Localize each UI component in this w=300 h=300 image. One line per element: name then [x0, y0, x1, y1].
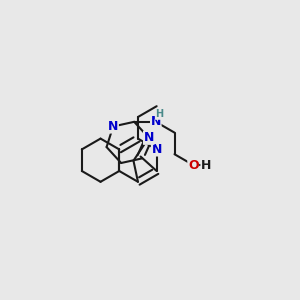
Text: H: H: [201, 158, 211, 172]
Text: S: S: [145, 130, 154, 143]
Text: N: N: [152, 143, 162, 156]
Text: H: H: [155, 109, 164, 119]
Text: N: N: [144, 131, 154, 144]
Text: N: N: [108, 120, 118, 133]
Text: O: O: [188, 158, 199, 172]
Text: N: N: [151, 115, 161, 128]
